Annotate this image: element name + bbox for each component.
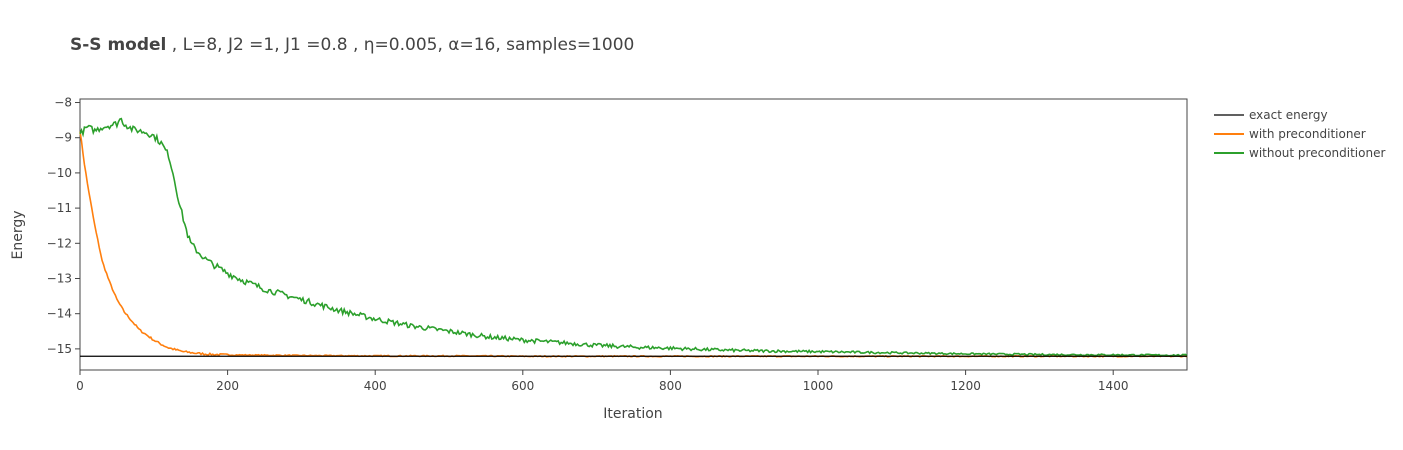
chart-title-params: , L=8, J2 =1, J1 =0.8 , η=0.005, α=16, s… — [166, 35, 634, 55]
x-tick-label: 1400 — [1098, 379, 1129, 393]
y-tick-label: −14 — [47, 307, 72, 321]
x-tick-label: 200 — [216, 379, 239, 393]
series-layer — [79, 117, 1188, 358]
plot-area — [79, 98, 1188, 371]
chart-title-bold: S-S model — [70, 35, 166, 55]
y-tick-label: −12 — [47, 236, 72, 250]
chart-title: S-S model , L=8, J2 =1, J1 =0.8 , η=0.00… — [70, 35, 634, 55]
legend-label: exact energy — [1249, 108, 1328, 122]
y-axis-title: Energy — [10, 210, 26, 259]
x-axis-title: Iteration — [603, 406, 662, 422]
x-tick-label: 400 — [364, 379, 387, 393]
y-tick-label: −15 — [47, 342, 72, 356]
x-tick-label: 0 — [76, 379, 84, 393]
series-without-preconditioner — [79, 117, 1188, 357]
legend-label: with preconditioner — [1249, 127, 1366, 141]
x-tick-label: 800 — [659, 379, 682, 393]
x-tick-label: 600 — [511, 379, 534, 393]
legend-label: without preconditioner — [1249, 146, 1385, 160]
y-tick-label: −9 — [54, 131, 72, 145]
y-tick-label: −11 — [47, 201, 72, 215]
y-axis: −8 −9 −10 −11 −12 −13 −14 −15 — [47, 96, 80, 356]
y-tick-label: −13 — [47, 271, 72, 285]
y-tick-label: −8 — [54, 96, 72, 110]
y-tick-label: −10 — [47, 166, 72, 180]
legend: exact energy with preconditioner without p… — [1214, 108, 1385, 160]
x-tick-label: 1200 — [950, 379, 981, 393]
x-tick-label: 1000 — [803, 379, 834, 393]
x-axis: 0 200 400 600 800 1000 1200 1400 — [76, 370, 1128, 393]
